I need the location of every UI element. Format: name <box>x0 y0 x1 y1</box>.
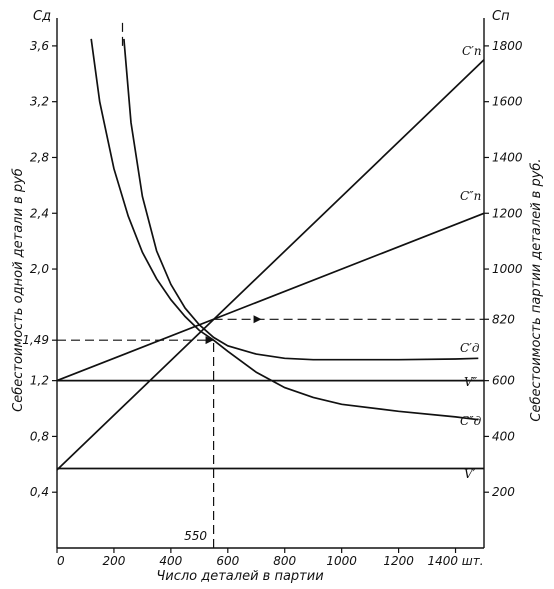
series-line-1 <box>56 212 485 382</box>
right-tick-label: 1000 <box>492 262 523 276</box>
left-tick-label: 2,0 <box>30 262 49 276</box>
right-axis-symbol: Cп <box>492 9 510 24</box>
left-tick-label: 2,4 <box>30 206 49 220</box>
right-tick-label: 1600 <box>492 95 523 109</box>
right-tick-label: 1200 <box>492 206 523 220</box>
left-tick-label: 1,49 <box>22 333 49 347</box>
series-line-2 <box>123 38 479 361</box>
x-tick-label: 800 <box>273 554 296 568</box>
y-axis-left-label: Себестоимость одной детали в руб <box>11 168 26 412</box>
guide-arrowhead-right <box>253 315 262 324</box>
x-tick-label: 600 <box>216 554 239 568</box>
x-tick-label: 200 <box>102 554 125 568</box>
annotation-x-label: 550 <box>184 529 207 543</box>
series-label-v2: V″ <box>464 375 478 389</box>
right-tick-label: 1800 <box>492 39 523 53</box>
x-tick-label: 0 <box>57 554 65 568</box>
y-axis-right-label: Себестоимость партии деталей в руб. <box>529 158 544 421</box>
right-tick-label: 600 <box>492 374 515 388</box>
series-label-cd1: C′д <box>460 341 480 355</box>
x-axis-label: Число деталей в партии <box>156 569 323 584</box>
left-tick-label: 1,2 <box>30 374 49 388</box>
left-tick-label: 3,2 <box>30 95 49 109</box>
series-label-v1: V′ <box>464 467 476 481</box>
left-tick-label: 2,8 <box>30 150 49 164</box>
series-line-3 <box>90 38 479 421</box>
left-axis-symbol: Cд <box>33 9 51 24</box>
left-tick-label: 0,8 <box>30 429 49 443</box>
left-tick-label: 3,6 <box>30 39 49 53</box>
right-tick-label: 1400 <box>492 150 523 164</box>
x-tick-label: 1000 <box>326 554 357 568</box>
x-tick-label: 400 <box>159 554 182 568</box>
right-tick-label: 200 <box>492 485 515 499</box>
x-tick-label: 1400 шт. <box>427 554 483 568</box>
series-line-0 <box>56 59 485 471</box>
right-tick-label: 820 <box>492 312 515 326</box>
x-tick-label: 1200 <box>383 554 414 568</box>
guide-arrowhead-left <box>205 336 214 345</box>
right-tick-label: 400 <box>492 429 515 443</box>
series-label-cd2: C″д <box>460 414 482 428</box>
series-label-cp2: C″п <box>460 189 481 203</box>
left-tick-label: 0,4 <box>30 485 49 499</box>
series-label-cp1: C′п <box>462 44 482 58</box>
